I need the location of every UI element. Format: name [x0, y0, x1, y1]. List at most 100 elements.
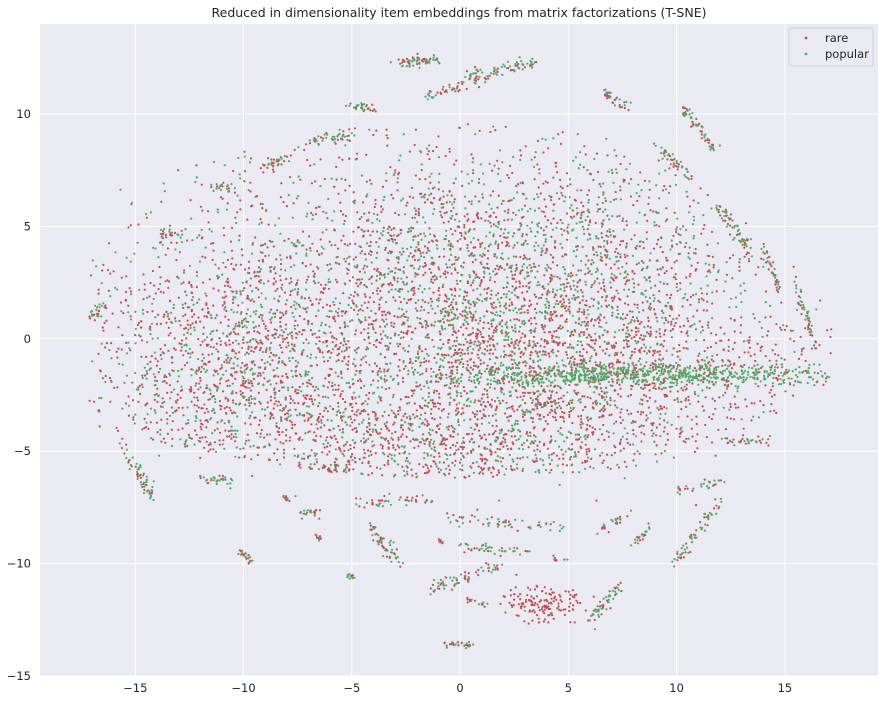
popular-point [393, 334, 397, 337]
rare-point [622, 354, 625, 357]
rare-point [284, 312, 287, 315]
rare-point [388, 386, 391, 390]
popular-point [521, 398, 524, 401]
rare-point [689, 303, 692, 306]
popular-point [272, 388, 276, 392]
popular-point [540, 210, 544, 213]
rare-point [224, 429, 227, 432]
rare-point [636, 303, 639, 306]
rare-point [337, 359, 340, 362]
popular-point [501, 325, 504, 328]
rare-point [412, 371, 415, 374]
rare-point [689, 272, 692, 276]
popular-point [305, 405, 309, 408]
rare-point [527, 446, 530, 449]
popular-point [345, 423, 349, 426]
popular-point [516, 372, 519, 375]
popular-point [372, 212, 376, 215]
popular-point [479, 333, 483, 336]
popular-point [595, 235, 598, 238]
rare-point [456, 271, 459, 274]
rare-point [257, 275, 260, 278]
popular-point [510, 350, 513, 353]
rare-point [590, 336, 593, 339]
popular-point [375, 274, 379, 278]
popular-point [360, 304, 363, 307]
popular-point [653, 221, 656, 224]
rare-point [348, 262, 351, 266]
popular-point [305, 288, 308, 291]
rare-point [603, 254, 607, 257]
rare-point [581, 299, 584, 302]
popular-point [587, 313, 590, 316]
rare-point [548, 304, 551, 307]
rare-point [551, 261, 555, 264]
rare-point [338, 156, 341, 159]
rare-point [97, 288, 100, 291]
rare-point [588, 360, 591, 363]
rare-point [518, 280, 521, 283]
popular-point [502, 311, 505, 314]
popular-point [151, 337, 154, 340]
rare-point [482, 321, 485, 324]
rare-point [532, 427, 535, 430]
popular-point [576, 189, 579, 192]
rare-point [233, 331, 236, 334]
popular-point [118, 362, 121, 365]
rare-point [649, 330, 652, 333]
rare-point [380, 337, 383, 340]
rare-point [562, 400, 565, 403]
rare-point [180, 229, 183, 232]
rare-point [702, 381, 705, 384]
rare-point [449, 435, 452, 438]
popular-point [244, 353, 247, 356]
popular-point [268, 379, 271, 382]
rare-point [694, 440, 697, 443]
popular-point [419, 413, 423, 416]
rare-point [400, 424, 403, 427]
rare-point [496, 473, 499, 477]
popular-point [453, 476, 457, 479]
rare-point [414, 301, 417, 304]
rare-point [121, 334, 124, 337]
popular-point [769, 368, 772, 371]
rare-point [385, 134, 388, 137]
popular-point [737, 228, 740, 231]
rare-point [463, 441, 466, 444]
popular-point [161, 243, 164, 246]
rare-point [373, 268, 376, 271]
popular-point [490, 319, 493, 322]
rare-point [582, 205, 585, 208]
popular-point [668, 369, 671, 372]
popular-point [503, 65, 506, 68]
rare-point [466, 123, 469, 126]
popular-point [433, 440, 436, 443]
popular-point [452, 576, 455, 579]
popular-point [581, 225, 585, 228]
rare-point [399, 343, 402, 346]
rare-point [317, 420, 320, 423]
rare-point [660, 452, 663, 455]
popular-point [742, 282, 746, 285]
popular-point [686, 546, 689, 549]
rare-point [344, 343, 348, 346]
rare-point [230, 262, 233, 266]
rare-point [557, 133, 560, 136]
rare-point [775, 363, 778, 366]
popular-point [383, 453, 386, 456]
rare-point [729, 403, 732, 406]
popular-point [616, 370, 619, 373]
popular-point [317, 309, 320, 312]
popular-point [283, 154, 286, 158]
popular-point [481, 544, 484, 547]
rare-point [447, 464, 450, 467]
rare-point [319, 136, 322, 139]
rare-point [380, 210, 383, 213]
popular-point [481, 172, 485, 175]
popular-point [634, 538, 637, 541]
rare-point [644, 289, 647, 292]
popular-point [498, 429, 501, 432]
rare-point [351, 453, 354, 456]
rare-point [326, 217, 329, 220]
rare-point [569, 275, 572, 278]
